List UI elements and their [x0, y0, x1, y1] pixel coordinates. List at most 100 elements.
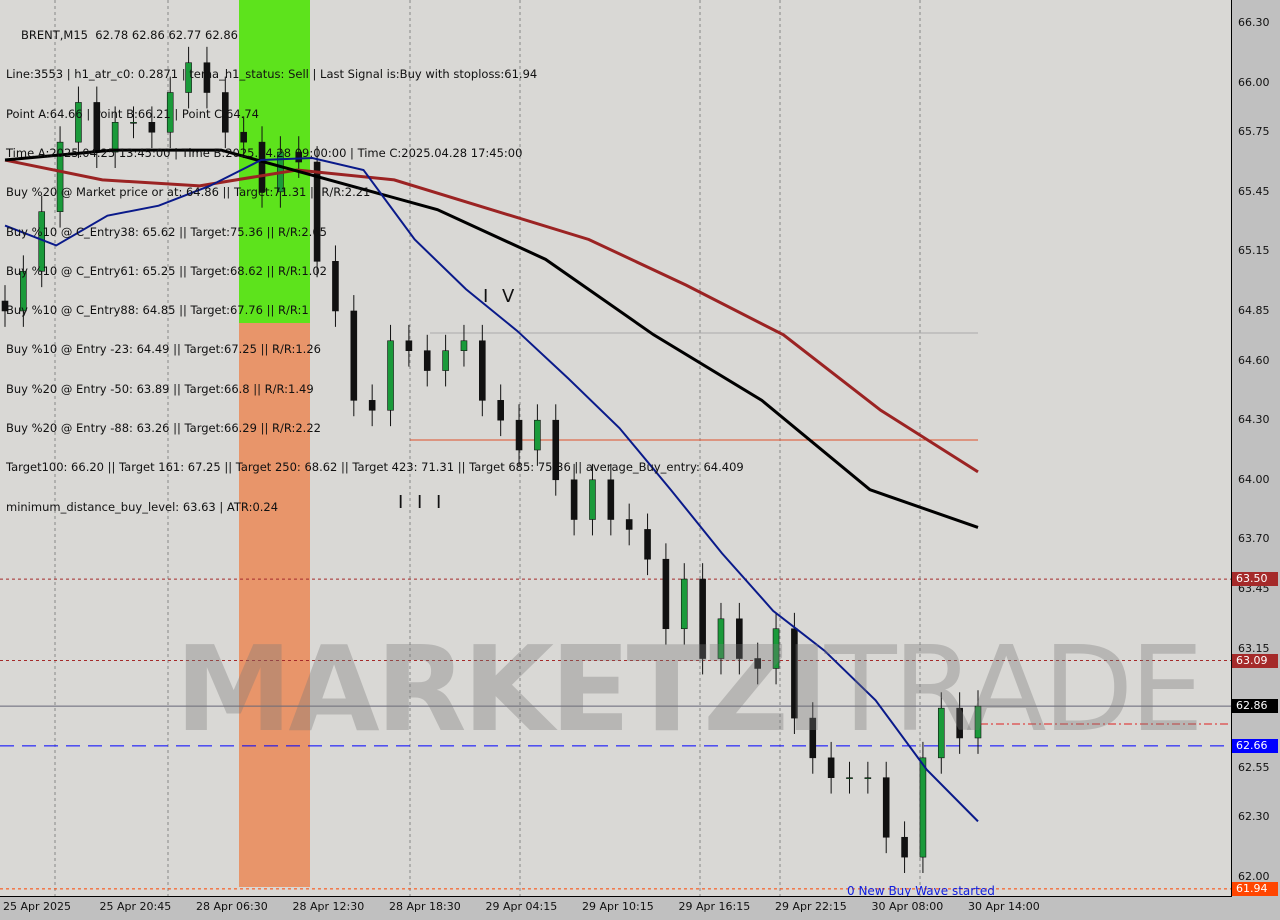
info-line: minimum_distance_buy_level: 63.63 | ATR:… [6, 499, 279, 514]
x-tick-label: 30 Apr 14:00 [968, 900, 1040, 913]
info-line: Buy %20 @ Entry -88: 63.26 || Target:66.… [6, 421, 321, 435]
candle-body [203, 62, 211, 93]
y-tick-label: 65.45 [1238, 184, 1270, 198]
x-tick-label: 29 Apr 22:15 [775, 900, 847, 913]
candle-body [901, 836, 908, 858]
info-line: Buy %10 @ C_Entry88: 64.85 || Target:67.… [6, 303, 309, 318]
info-line: Buy %20 @ Entry -50: 63.89 || Target:66.… [6, 381, 314, 396]
indicator-info-panel: BRENT,M15 62.78 62.86 62.77 62.86 Line:3… [6, 3, 744, 540]
x-tick-label: 28 Apr 18:30 [389, 900, 461, 913]
wave-label-iii: I I I [398, 492, 446, 513]
candle-body [882, 777, 890, 838]
candle-body [479, 340, 486, 401]
y-tick-label: 63.15 [1238, 641, 1270, 655]
candle-body [625, 519, 633, 530]
candle-body [772, 628, 780, 669]
y-tick-label: 64.60 [1238, 353, 1270, 367]
info-line: Buy %20 @ Market price or at: 64.86 || T… [6, 185, 371, 200]
candle-body [166, 92, 174, 133]
moving-average-black [4, 148, 979, 529]
candle-body [185, 62, 192, 93]
candle-body [20, 270, 27, 312]
candle-body [1, 300, 9, 312]
candle-body [295, 151, 303, 163]
info-line: Line:3553 | h1_atr_c0: 0.2871 | tema_h1_… [6, 67, 538, 82]
candle-body [791, 628, 798, 719]
chart-plot-area[interactable]: MARKETZITRADE I V I I I 0 New Buy Wave s… [0, 0, 1232, 897]
moving-average-red [4, 158, 979, 474]
price-level-tag: 61.94 [1232, 881, 1278, 896]
candle-body [75, 102, 82, 143]
info-line: Buy %10 @ Entry -23: 64.49 || Target:67.… [6, 342, 321, 357]
x-tick-label: 30 Apr 08:00 [871, 900, 944, 913]
candle-body [809, 717, 817, 759]
wave-label-iv: I V [483, 286, 519, 307]
candle-body [552, 419, 560, 481]
buy-wave-label: 0 New Buy Wave started [847, 884, 995, 897]
candle-body [534, 419, 541, 451]
x-tick-label: 29 Apr 16:15 [678, 900, 751, 913]
symbol-title: BRENT,M15 62.78 62.86 62.77 62.86 [21, 28, 238, 43]
candle-body [405, 340, 413, 351]
y-tick-label: 62.30 [1238, 810, 1270, 824]
x-tick-label: 29 Apr 04:15 [485, 900, 558, 913]
info-line: Buy %10 @ C_Entry38: 65.62 || Target:75.… [6, 224, 327, 239]
candle-body [974, 705, 982, 739]
candle-body [754, 658, 761, 669]
y-tick-label: 66.00 [1238, 75, 1270, 89]
price-level-tag: 63.50 [1232, 572, 1278, 587]
price-level-tag: 62.66 [1232, 738, 1278, 753]
price-chart [0, 0, 1231, 896]
x-tick-label: 25 Apr 2025 [3, 900, 72, 913]
y-tick-label: 66.30 [1238, 16, 1270, 29]
y-tick-label: 62.00 [1238, 869, 1270, 883]
info-line: Buy %10 @ C_Entry61: 65.25 || Target:68.… [6, 263, 327, 278]
y-tick-label: 65.75 [1238, 125, 1270, 139]
candle-body [956, 707, 963, 739]
candle-body [258, 141, 266, 193]
y-tick-label: 63.70 [1238, 532, 1270, 546]
candle-body [332, 261, 339, 312]
candle-body [864, 777, 872, 779]
candle-body [387, 340, 394, 411]
candle-body [570, 479, 578, 520]
candle-body [827, 757, 835, 778]
price-level-tag: 62.86 [1232, 699, 1278, 714]
x-tick-label: 25 Apr 20:45 [99, 900, 172, 913]
candle-body [442, 350, 449, 371]
candle-body [460, 340, 468, 351]
candle-body [717, 618, 725, 659]
x-tick-label: 28 Apr 12:30 [292, 900, 365, 913]
candle-body [846, 777, 853, 779]
info-line: Point A:64.66 | Point B:66.21 | Point C:… [6, 106, 259, 121]
candle-body [111, 122, 119, 153]
candle-body [240, 131, 247, 143]
candle-body [919, 757, 927, 858]
candle-body [662, 558, 670, 630]
x-tick-label: 28 Apr 06:30 [196, 900, 268, 913]
risk-zone-orange [239, 323, 310, 887]
y-tick-label: 62.55 [1238, 760, 1270, 774]
y-tick-label: 64.30 [1238, 413, 1270, 427]
candle-body [515, 419, 523, 451]
candle-body [680, 578, 688, 630]
candle-body [423, 350, 431, 371]
info-line: Time A:2025.04.25 13:45:00 | Time B:2025… [6, 146, 523, 161]
candle-body [937, 707, 945, 759]
candle-body [497, 400, 504, 421]
candle-body [56, 141, 64, 212]
candle-body [368, 400, 376, 411]
candle-body [148, 122, 156, 133]
y-tick-label: 64.85 [1238, 303, 1270, 317]
candle-body [350, 310, 358, 401]
candle-body [130, 122, 137, 124]
candle-body [736, 618, 743, 659]
candle-body [607, 479, 615, 520]
price-level-tag: 63.09 [1232, 653, 1278, 668]
watermark: MARKETZITRADE [175, 620, 1204, 758]
moving-average-blue [4, 157, 979, 823]
x-tick-label: 29 Apr 10:15 [582, 900, 654, 913]
y-tick-label: 65.15 [1238, 244, 1270, 258]
candle-body [699, 578, 706, 659]
candle-body [589, 479, 596, 520]
